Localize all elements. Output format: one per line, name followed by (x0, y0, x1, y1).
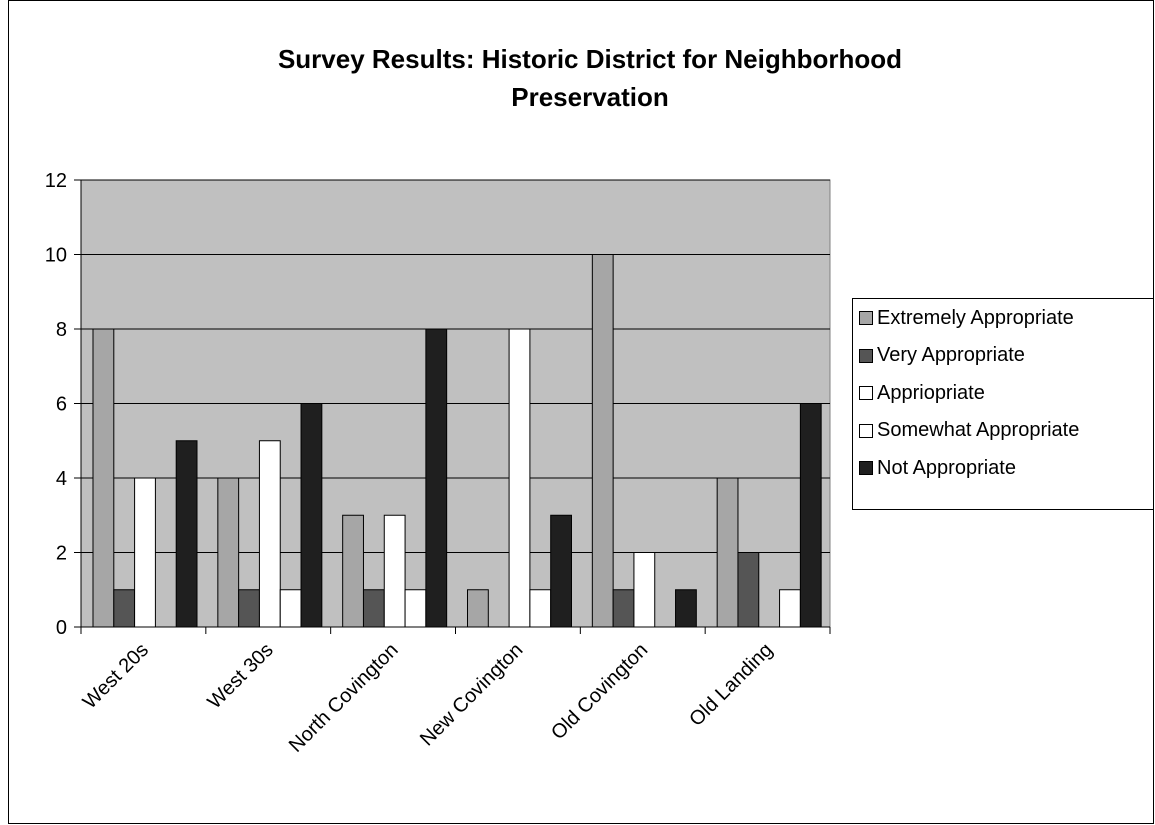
bar (508, 328, 531, 628)
legend-swatch (859, 423, 873, 438)
legend-swatch (859, 461, 873, 475)
legend-item: Not Appropriate (859, 453, 1016, 483)
x-tick-label: New Covington (416, 639, 527, 750)
legend-swatch (859, 386, 873, 400)
legend-swatch (859, 311, 873, 325)
x-tick-label: West 30s (204, 639, 278, 713)
bar (716, 477, 739, 628)
bar (633, 552, 656, 628)
bar (175, 440, 198, 628)
legend-item: Somewhat Appropriate (859, 416, 1079, 446)
x-tick-label: Old Landing (685, 639, 777, 731)
y-tick-label: 12 (45, 170, 67, 192)
bar (258, 440, 281, 628)
bar (779, 589, 801, 628)
bar (675, 589, 697, 628)
bar (799, 403, 822, 628)
legend-label: Very Appropriate (877, 344, 1025, 366)
bar (383, 514, 406, 628)
chart-title-line-1: Survey Results: Historic District for Ne… (277, 44, 903, 74)
chart-title: Survey Results: Historic District for Ne… (0, 40, 1155, 116)
bar (92, 328, 115, 628)
bar (737, 552, 760, 628)
y-tick-label: 4 (56, 468, 67, 490)
x-tick-label: North Covington (285, 639, 403, 757)
bar (425, 328, 448, 628)
bar (529, 589, 552, 628)
y-tick-label: 10 (45, 245, 67, 267)
bar (279, 589, 302, 628)
bar (550, 514, 573, 628)
y-tick-label: 2 (56, 543, 67, 565)
x-tick-label: West 20s (79, 639, 153, 713)
legend-label: Somewhat Appropriate (877, 419, 1080, 441)
legend-item: Very Appropriate (859, 341, 1025, 371)
y-tick-label: 0 (56, 617, 67, 639)
bar (342, 514, 364, 628)
bar (612, 589, 635, 628)
bar (362, 589, 385, 628)
legend-item: Appriopriate (859, 378, 985, 408)
bar (217, 477, 240, 628)
bar (238, 589, 260, 628)
legend-label: Extremely Appropriate (877, 306, 1074, 329)
bar (404, 589, 427, 628)
legend: Extremely Appropriate Very Appropriate App… (852, 298, 1154, 510)
bar (134, 477, 156, 628)
legend-label: Appriopriate (877, 381, 985, 404)
x-tick-label: Old Covington (547, 639, 652, 744)
bar (591, 254, 614, 628)
y-tick-label: 6 (56, 394, 67, 416)
legend-label: Not Appropriate (877, 456, 1016, 479)
bar (113, 589, 136, 628)
legend-item: Extremely Appropriate (859, 303, 1074, 333)
legend-swatch (859, 348, 873, 363)
chart-title-line-2: Preservation (511, 82, 669, 112)
y-tick-label: 8 (56, 319, 67, 341)
bar (300, 403, 323, 628)
bar (467, 589, 489, 628)
